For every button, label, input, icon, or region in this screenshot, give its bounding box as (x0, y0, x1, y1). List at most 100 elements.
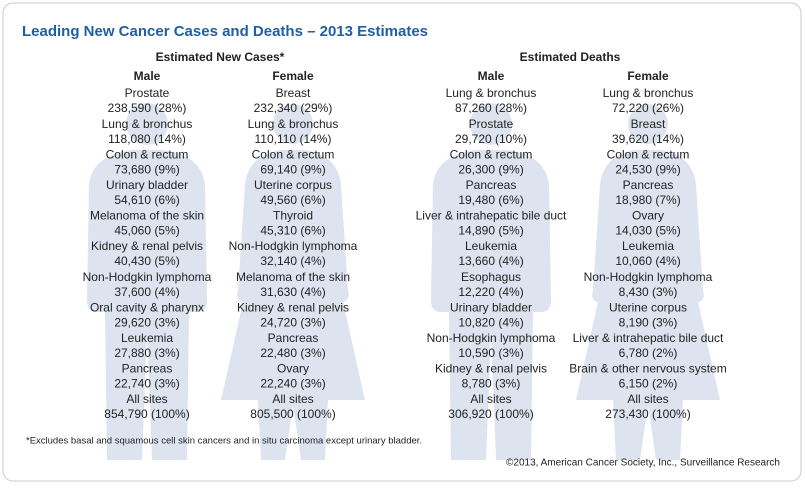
cancer-site: Non-Hodgkin lymphoma (83, 270, 212, 284)
cancer-site: Lung & bronchus (248, 117, 339, 131)
cancer-stat: 306,920 (100%) (448, 407, 533, 421)
cancer-site: Leukemia (622, 239, 674, 253)
cancer-stat: 40,430 (5%) (114, 254, 179, 268)
cancer-stat: 49,560 (6%) (260, 193, 325, 207)
cancer-stat: 14,890 (5%) (458, 224, 523, 238)
cancer-stat: 19,480 (6%) (458, 193, 523, 207)
cancer-site: Leukemia (121, 331, 173, 345)
cancer-site: Liver & intrahepatic bile duct (573, 331, 724, 345)
cancer-site: Kidney & renal pelvis (435, 362, 547, 376)
cancer-stat: 54,610 (6%) (114, 193, 179, 207)
cancer-site: Kidney & renal pelvis (237, 300, 349, 314)
female-figure (576, 104, 720, 460)
cancer-site: Lung & bronchus (446, 86, 537, 100)
cancer-stat: 110,110 (14%) (255, 132, 332, 146)
cancer-site: All sites (627, 392, 668, 406)
female-figure (221, 104, 365, 460)
cancer-site: Uterine corpus (254, 178, 332, 192)
cancer-stat: 14,030 (5%) (615, 224, 680, 238)
cancer-stat: 24,530 (9%) (615, 162, 680, 176)
cancer-stat: 232,340 (29%) (254, 101, 333, 115)
cancer-site: Oral cavity & pharynx (90, 300, 204, 314)
cancer-site: Pancreas (466, 178, 517, 192)
cancer-site: Breast (631, 117, 666, 131)
male-figure (431, 103, 551, 460)
cancer-site: Lung & bronchus (603, 86, 694, 100)
credit: ©2013, American Cancer Society, Inc., Su… (506, 458, 780, 469)
column-heading: Female (272, 69, 314, 83)
footnote: *Excludes basal and squamous cell skin c… (26, 436, 422, 447)
cancer-stat: 8,430 (3%) (619, 285, 678, 299)
cancer-stat: 854,790 (100%) (104, 407, 189, 421)
cancer-stat: 24,720 (3%) (260, 315, 325, 329)
cancer-site: Urinary bladder (450, 300, 532, 314)
cancer-stat: 27,880 (3%) (114, 346, 179, 360)
section-heading: Estimated Deaths (520, 50, 621, 64)
cancer-site: Breast (276, 86, 311, 100)
cancer-stat: 805,500 (100%) (250, 407, 335, 421)
cancer-site: All sites (272, 392, 313, 406)
cancer-site: Colon & rectum (607, 147, 690, 161)
cancer-stat: 31,630 (4%) (260, 285, 325, 299)
cancer-site: Pancreas (122, 362, 173, 376)
column-heading: Male (478, 69, 505, 83)
cancer-site: Pancreas (623, 178, 674, 192)
cancer-site: Melanoma of the skin (236, 270, 350, 284)
cancer-stat: 10,590 (3%) (458, 346, 523, 360)
title: Leading New Cancer Cases and Deaths – 20… (22, 23, 428, 40)
cancer-stat: 45,310 (6%) (260, 224, 325, 238)
cancer-stat: 72,220 (26%) (612, 101, 684, 115)
cancer-site: Esophagus (461, 270, 521, 284)
cancer-site: Non-Hodgkin lymphoma (229, 239, 358, 253)
cancer-site: Non-Hodgkin lymphoma (427, 331, 556, 345)
cancer-stat: 26,300 (9%) (458, 162, 523, 176)
cancer-stat: 238,590 (28%) (108, 101, 187, 115)
cancer-stat: 273,430 (100%) (605, 407, 690, 421)
cancer-site: Pancreas (268, 331, 319, 345)
cancer-site: All sites (126, 392, 167, 406)
cancer-site: Kidney & renal pelvis (91, 239, 203, 253)
cancer-site: Non-Hodgkin lymphoma (584, 270, 713, 284)
cancer-stat: 18,980 (7%) (615, 193, 680, 207)
silhouettes (87, 103, 720, 460)
cancer-stat: 29,620 (3%) (114, 315, 179, 329)
cancer-site: Ovary (277, 362, 309, 376)
cancer-site: All sites (470, 392, 511, 406)
cancer-stat: 29,720 (10%) (455, 132, 527, 146)
cancer-stat: 22,740 (3%) (114, 377, 179, 391)
cancer-stat: 69,140 (9%) (260, 162, 325, 176)
cancer-site: Colon & rectum (450, 147, 533, 161)
cancer-site: Urinary bladder (106, 178, 188, 192)
cancer-site: Thyroid (273, 209, 313, 223)
cancer-site: Liver & intrahepatic bile duct (416, 209, 567, 223)
column-heading: Male (134, 69, 161, 83)
cancer-site: Prostate (125, 86, 170, 100)
column-heading: Female (627, 69, 669, 83)
cancer-stat: 37,600 (4%) (114, 285, 179, 299)
cancer-stat: 87,260 (28%) (455, 101, 527, 115)
cancer-stat: 45,060 (5%) (114, 224, 179, 238)
cancer-stat: 13,660 (4%) (458, 254, 523, 268)
cancer-site: Uterine corpus (609, 300, 687, 314)
cancer-site: Lung & bronchus (102, 117, 193, 131)
cancer-stat: 8,780 (3%) (462, 377, 521, 391)
cancer-stat: 39,620 (14%) (612, 132, 684, 146)
cancer-stat: 10,060 (4%) (615, 254, 680, 268)
cancer-stat: 12,220 (4%) (458, 285, 523, 299)
cancer-stat: 6,150 (2%) (619, 377, 678, 391)
cancer-site: Colon & rectum (106, 147, 189, 161)
cancer-site: Ovary (632, 209, 664, 223)
cancer-stat: 22,480 (3%) (260, 346, 325, 360)
cancer-stat: 32,140 (4%) (260, 254, 325, 268)
cancer-site: Colon & rectum (252, 147, 335, 161)
cancer-stat: 10,820 (4%) (458, 315, 523, 329)
cancer-site: Melanoma of the skin (90, 209, 204, 223)
cancer-stat: 8,190 (3%) (619, 315, 678, 329)
cancer-site: Leukemia (465, 239, 517, 253)
cancer-stat: 22,240 (3%) (260, 377, 325, 391)
cancer-stat: 73,680 (9%) (114, 162, 179, 176)
cancer-site: Prostate (469, 117, 514, 131)
cancer-site: Brain & other nervous system (569, 362, 726, 376)
cancer-stat: 6,780 (2%) (619, 346, 678, 360)
cancer-stat: 118,080 (14%) (108, 132, 186, 146)
